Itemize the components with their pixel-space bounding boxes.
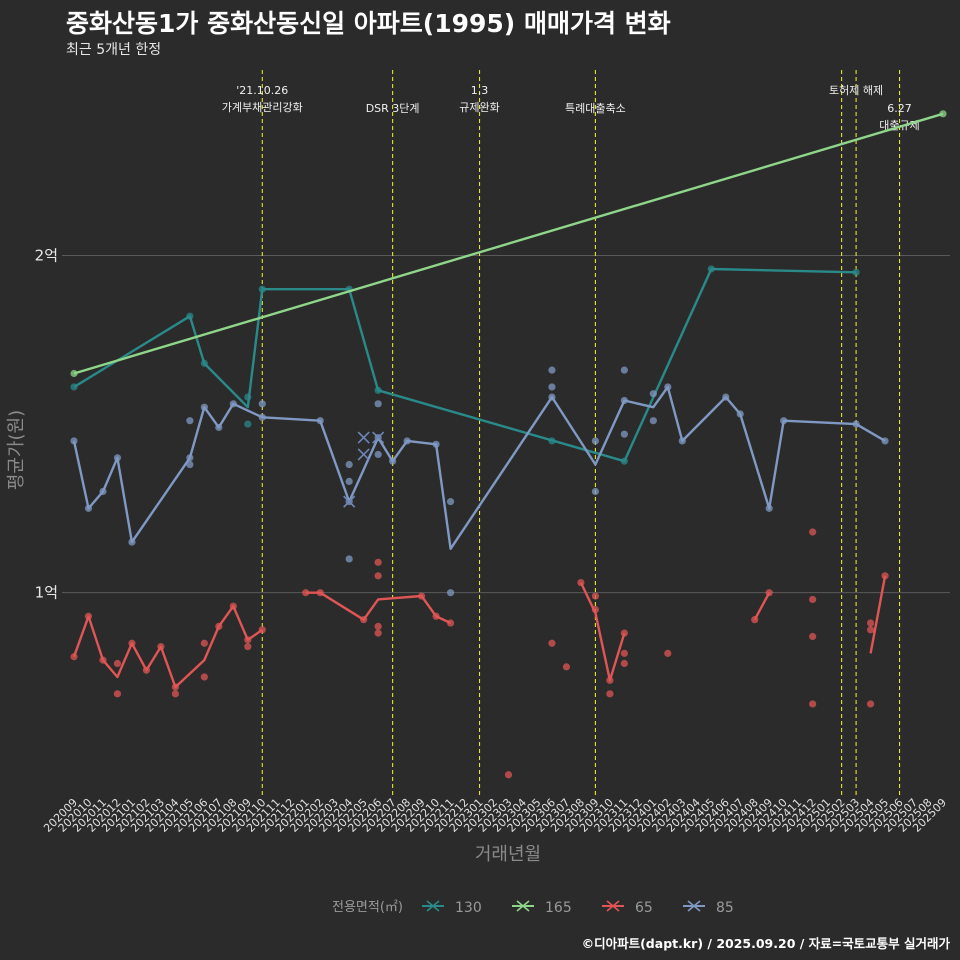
data-point (591, 592, 600, 600)
data-point (244, 420, 252, 428)
data-point (374, 400, 382, 408)
data-point (664, 649, 672, 657)
data-point (591, 437, 600, 445)
data-point (866, 626, 875, 634)
data-point (374, 622, 382, 630)
legend-swatch-cross (687, 900, 701, 912)
series-65 (70, 528, 889, 779)
data-point (620, 366, 628, 374)
data-point (374, 629, 382, 637)
event-annotation: 토허제 해제 (829, 83, 883, 97)
series-line (72, 605, 263, 689)
data-point (186, 460, 194, 469)
y-axis-label: 평균가(원) (6, 410, 27, 490)
data-point (504, 771, 513, 779)
legend-label: 65 (635, 900, 653, 916)
data-point (852, 268, 860, 276)
data-point (866, 700, 875, 708)
event-annotation: 규제완화 (459, 101, 499, 114)
data-point (244, 643, 252, 651)
data-point (258, 400, 266, 408)
data-point (345, 477, 353, 485)
data-point (171, 690, 179, 698)
legend-swatch-cross (426, 900, 440, 912)
data-point (809, 632, 817, 641)
event-annotation: DSR 3단계 (366, 102, 420, 115)
data-point (548, 366, 556, 374)
event-annotation: 특례대출축소 (565, 102, 626, 115)
cross-marker (372, 431, 385, 444)
y-tick-label: 1억 (35, 584, 58, 602)
series-130 (70, 265, 860, 465)
data-point (374, 558, 382, 566)
legend-swatch-cross (606, 900, 620, 912)
data-point (809, 528, 817, 536)
chart-title: 중화산동1가 중화산동신일 아파트(1995) 매매가격 변화 (66, 9, 671, 38)
data-point (649, 417, 657, 425)
data-point (548, 639, 556, 647)
series-line (73, 112, 944, 375)
legend-label: 85 (716, 900, 734, 916)
data-point (866, 619, 875, 627)
cross-marker (357, 448, 370, 461)
data-point (186, 417, 194, 425)
series-line (72, 385, 886, 550)
legend: 전용면적(㎡) 130 165 65 85 (332, 900, 734, 916)
cross-marker (343, 495, 356, 508)
source-caption: ©디아파트(dapt.kr) / 2025.09.20 / 자료=국토교통부 실… (581, 936, 950, 951)
data-point (200, 673, 208, 681)
data-point (548, 383, 556, 391)
y-tick-label: 2억 (35, 246, 58, 264)
legend-item-130: 130 (422, 900, 482, 916)
data-point (345, 460, 353, 469)
data-point (606, 690, 614, 698)
series-85 (70, 366, 889, 597)
legend-swatch-cross (516, 900, 530, 912)
data-point (562, 663, 571, 671)
data-point (345, 555, 353, 563)
chart-subtitle: 최근 5개년 한정 (66, 42, 162, 58)
data-point (620, 659, 628, 668)
event-annotation: 가계부채관리강화 (222, 101, 303, 114)
event-lines: '21.10.26 가계부채관리강화 DSR 3단계 1.3 규제완화 특례대출축소 토허제… (222, 70, 920, 795)
legend-label: 130 (455, 900, 482, 916)
series-line (869, 575, 887, 654)
event-annotation: '21.10.26 (236, 84, 288, 97)
grid-layer (62, 254, 950, 594)
data-point (620, 649, 628, 657)
cross-marker (357, 431, 370, 444)
event-annotation: 6.27 (887, 102, 912, 115)
data-point (591, 487, 600, 496)
data-point (809, 595, 817, 604)
series-line (753, 592, 771, 621)
data-point (649, 390, 657, 398)
data-point (374, 450, 382, 459)
legend-item-65: 65 (602, 900, 653, 916)
x-axis-label: 거래년월 (475, 844, 541, 865)
data-point (446, 498, 455, 506)
data-point (200, 639, 208, 647)
data-point (446, 589, 455, 597)
series-line (305, 591, 452, 625)
series-165 (70, 110, 947, 378)
legend-title: 전용면적(㎡) (332, 900, 403, 915)
legend-item-85: 85 (683, 900, 734, 916)
data-point (113, 659, 122, 668)
data-point (620, 430, 628, 438)
axis-ticks: 1억2억202009202010202011202012202101202102… (35, 246, 949, 834)
series-line (73, 267, 857, 463)
series-line (579, 582, 626, 682)
legend-label: 165 (545, 900, 572, 916)
data-point (374, 572, 382, 580)
legend-item-165: 165 (512, 900, 572, 916)
data-point (113, 690, 122, 698)
series-layer (70, 110, 947, 779)
data-point (809, 700, 817, 708)
event-annotation: 1.3 (471, 84, 489, 97)
